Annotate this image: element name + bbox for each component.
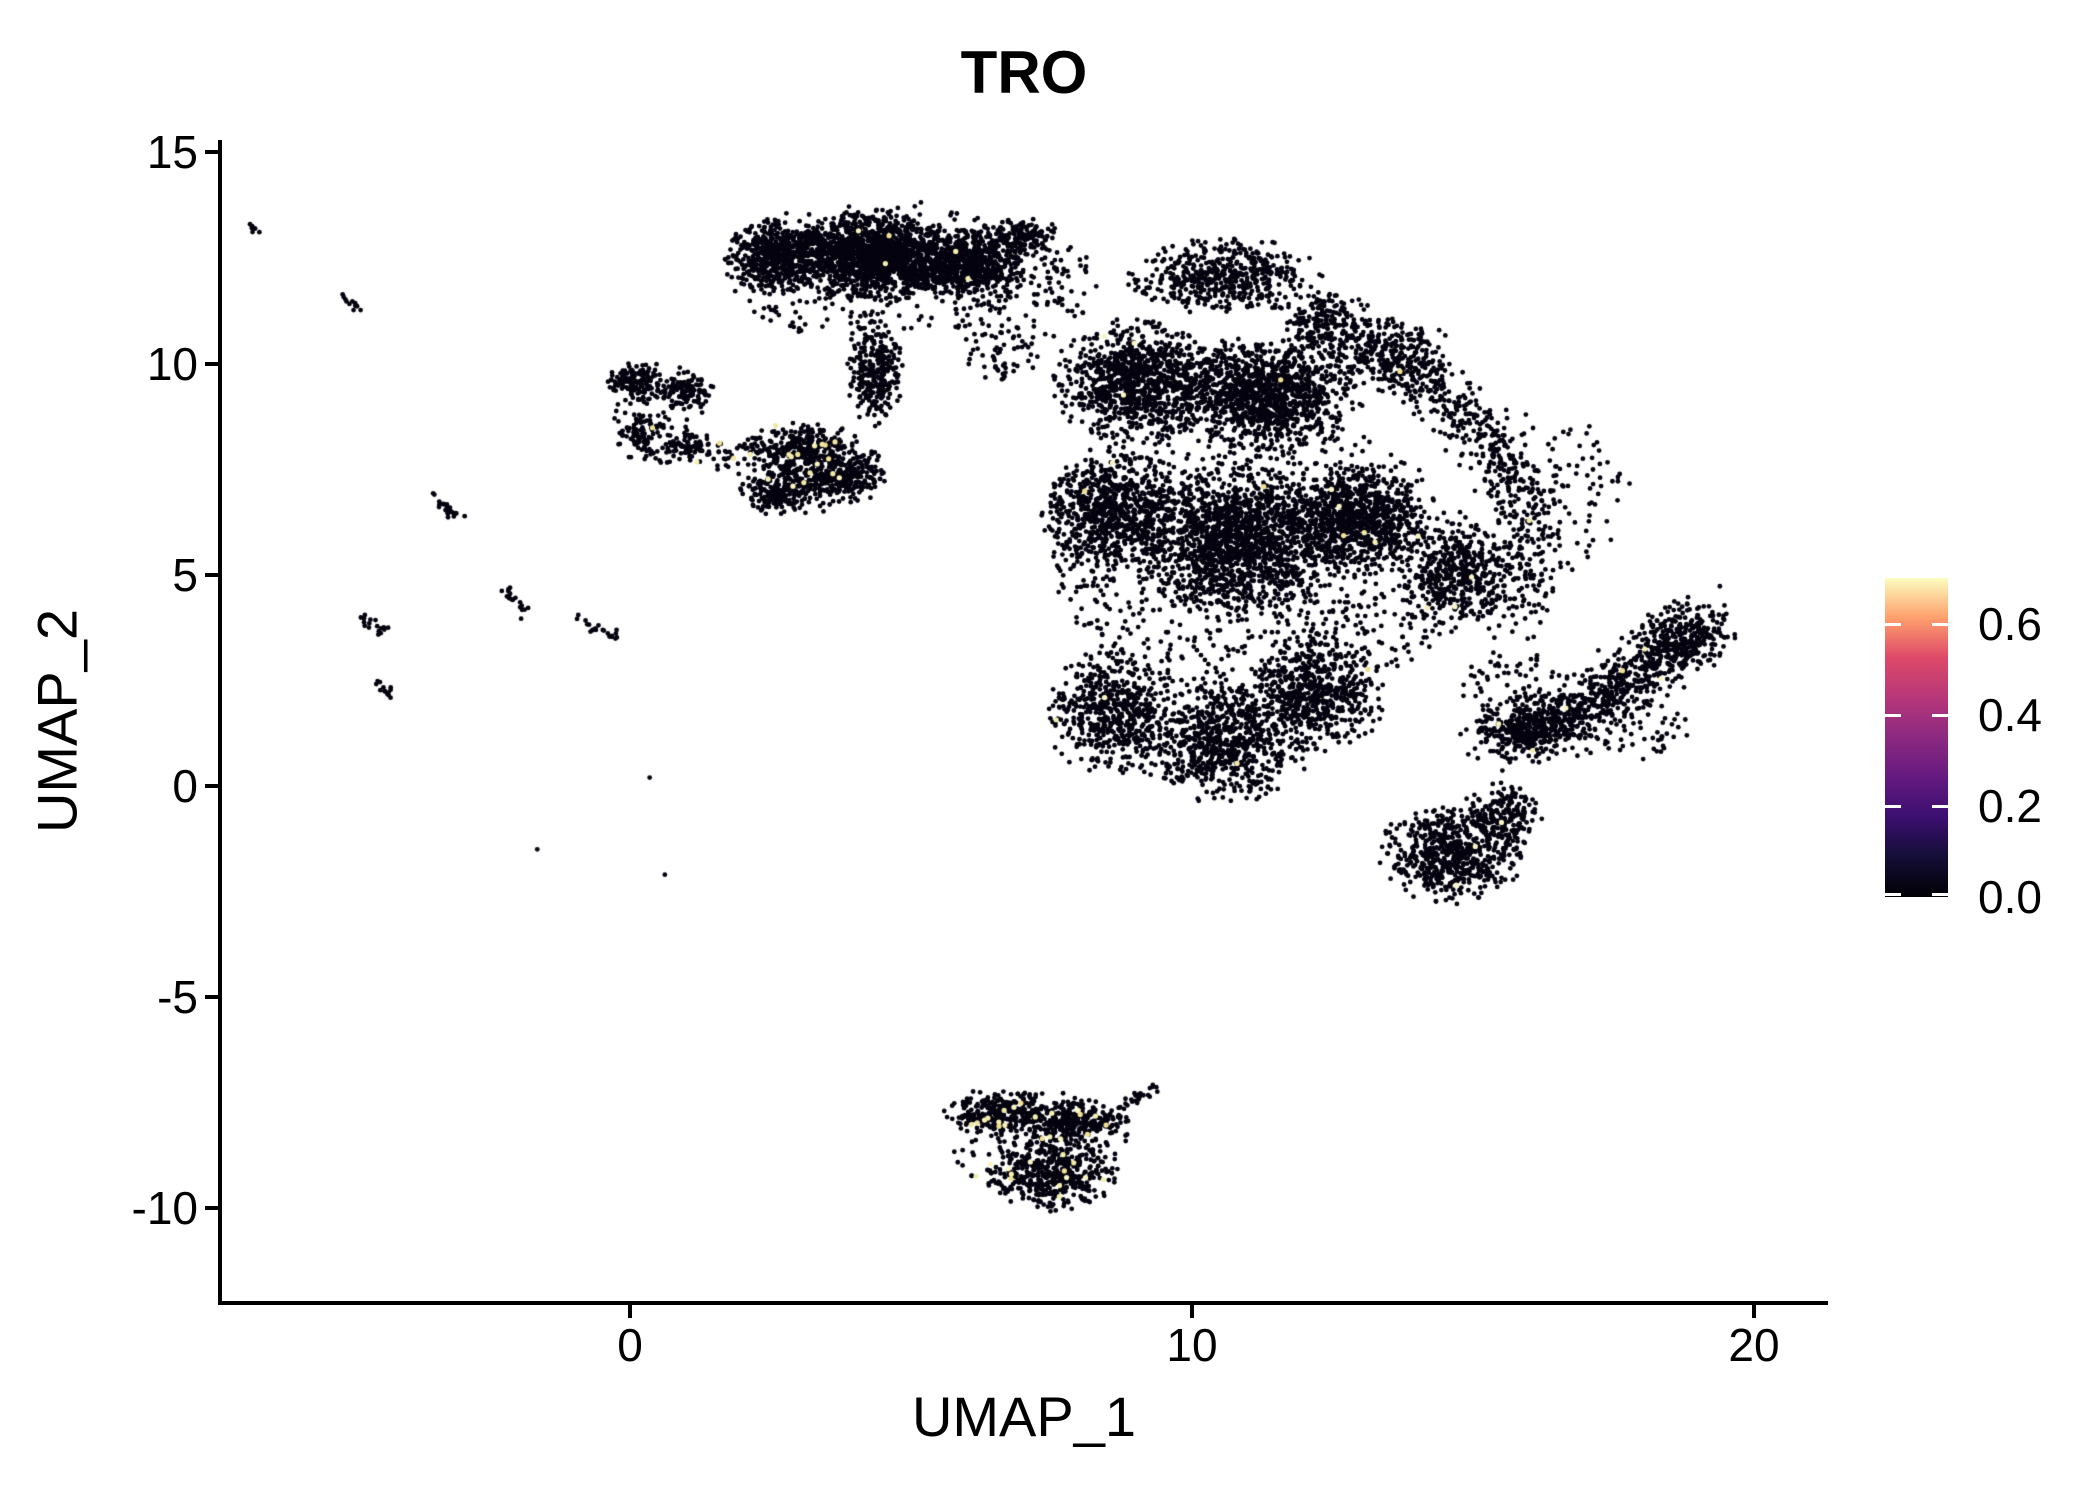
plot-title: TRO — [960, 39, 1088, 106]
y-tick-label: -10 — [131, 1182, 198, 1235]
colorbar-tick-mark — [1932, 622, 1948, 626]
x-tick-mark — [1190, 1305, 1194, 1318]
y-tick-mark — [205, 995, 218, 1000]
y-tick-label: -5 — [157, 971, 198, 1024]
colorbar-tick-mark — [1932, 893, 1948, 896]
colorbar-tick-mark — [1885, 893, 1901, 896]
colorbar-gradient — [1885, 578, 1948, 897]
colorbar-tick-label: 0.0 — [1978, 871, 2042, 923]
y-tick-mark — [205, 572, 218, 577]
x-tick-label: 20 — [1728, 1319, 1780, 1371]
colorbar-tick-mark — [1885, 804, 1901, 808]
x-tick-mark — [1752, 1305, 1756, 1318]
y-tick-label: 5 — [172, 548, 198, 601]
colorbar-tick-label: 0.6 — [1978, 597, 2042, 650]
colorbar-tick-mark — [1932, 804, 1948, 808]
colorbar-legend — [1885, 578, 1948, 897]
x-tick-label: 0 — [617, 1319, 643, 1371]
x-axis-title: UMAP_1 — [911, 1385, 1137, 1448]
colorbar-tick-label: 0.4 — [1978, 688, 2042, 741]
y-axis-title: UMAP_2 — [25, 608, 89, 834]
y-tick-mark — [205, 150, 218, 155]
y-tick-label: 0 — [172, 760, 198, 812]
colorbar-tick-label: 0.2 — [1978, 779, 2042, 832]
y-tick-label: 15 — [146, 126, 198, 179]
colorbar-tick-mark — [1885, 622, 1901, 626]
colorbar-tick-mark — [1885, 713, 1901, 717]
y-axis-line — [218, 140, 222, 1305]
y-tick-mark — [205, 784, 218, 788]
x-tick-mark — [628, 1305, 632, 1318]
colorbar-tick-mark — [1932, 713, 1948, 717]
x-tick-label: 10 — [1166, 1319, 1218, 1371]
x-axis-line — [218, 1301, 1828, 1305]
y-tick-mark — [205, 1206, 218, 1211]
y-tick-mark — [205, 361, 218, 366]
y-tick-label: 10 — [146, 337, 198, 390]
